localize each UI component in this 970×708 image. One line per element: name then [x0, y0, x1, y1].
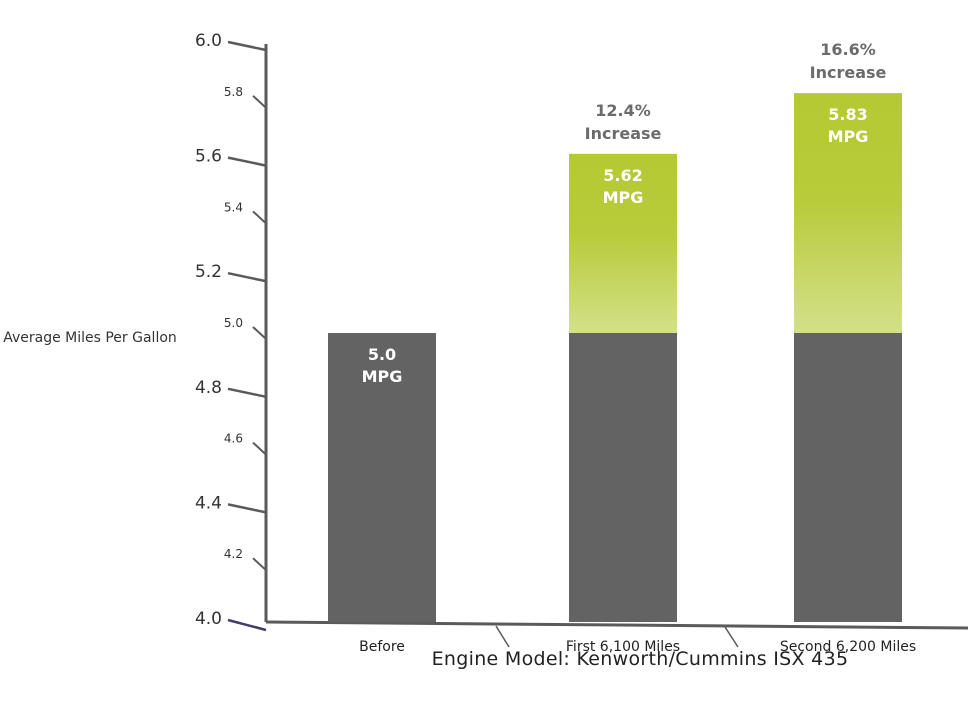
y-tick-label: 4.0: [195, 609, 222, 629]
y-tick-label: 4.6: [224, 432, 243, 446]
y-tick-label: 5.0: [224, 316, 243, 330]
y-tick-label: 5.6: [195, 147, 222, 167]
bar-value-label: 5.83: [828, 105, 867, 124]
x-category-label: First 6,100 Miles: [566, 639, 680, 655]
bar-gain-3: [794, 93, 902, 333]
y-tick-label: 5.4: [224, 200, 243, 214]
x-axis-line: [265, 620, 969, 630]
y-tick: [227, 40, 267, 52]
y-tick: [252, 210, 267, 225]
y-tick: [227, 156, 267, 167]
y-tick: [252, 441, 267, 456]
y-tick-label: 4.8: [195, 378, 222, 398]
y-tick: [227, 618, 267, 632]
x-category-separator: [724, 626, 739, 648]
y-tick-label: 5.8: [224, 85, 243, 99]
y-tick: [227, 503, 267, 514]
y-tick: [252, 95, 267, 109]
bar-value-label: MPG: [828, 127, 869, 146]
bar-gain-2: [569, 153, 677, 333]
y-tick: [252, 326, 267, 340]
x-category-separator: [495, 625, 510, 648]
y-tick: [252, 557, 267, 571]
chart-caption: Engine Model: Kenworth/Cummins ISX 435: [431, 648, 849, 670]
bar-annotation: 16.6%: [820, 40, 876, 59]
bar-value-label: MPG: [362, 367, 403, 386]
bar-value-label: MPG: [603, 188, 644, 207]
y-tick-label: 5.2: [195, 262, 222, 282]
bar-annotation: Increase: [585, 124, 662, 143]
bar-base-3: [794, 333, 902, 622]
bar-annotation: Increase: [810, 63, 887, 82]
y-tick-label: 4.4: [195, 493, 222, 513]
bar-annotation: 12.4%: [595, 101, 651, 120]
y-tick-label: 6.0: [195, 31, 222, 51]
bar-value-label: 5.62: [603, 166, 642, 185]
y-tick: [227, 271, 267, 283]
x-category-label: Before: [359, 639, 405, 655]
y-axis-label: Average Miles Per Gallon: [3, 330, 177, 346]
x-category-label: Second 6,200 Miles: [780, 639, 916, 655]
y-tick-label: 4.2: [224, 547, 243, 561]
bar-base-2: [569, 333, 677, 622]
bar-base-1: [328, 333, 436, 622]
bar-value-label: 5.0: [368, 345, 396, 364]
y-tick: [227, 387, 267, 399]
